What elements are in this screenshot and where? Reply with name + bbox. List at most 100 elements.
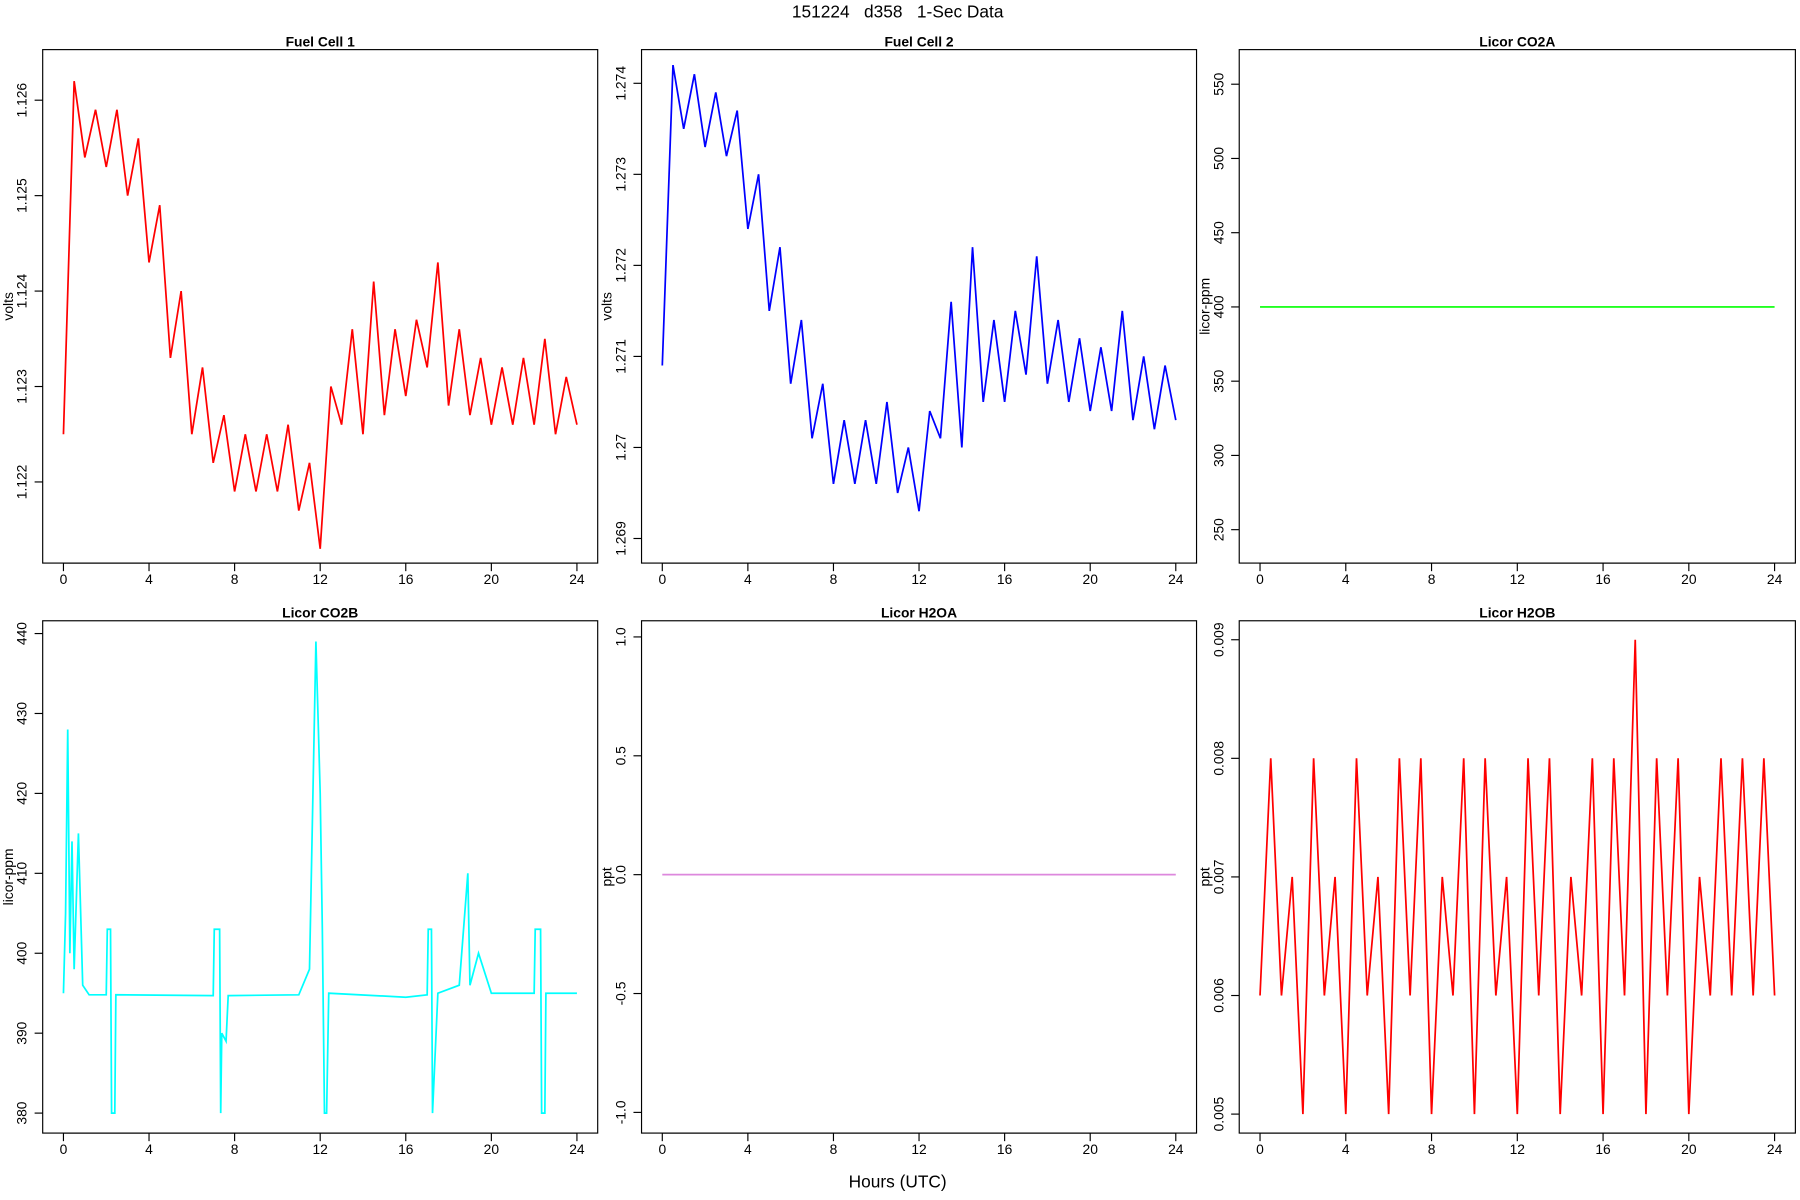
x-tick-label: 20	[484, 571, 500, 587]
x-tick-label: 20	[1681, 1141, 1697, 1157]
y-axis-label: ppt	[1196, 867, 1212, 886]
y-tick-label: 1.123	[14, 369, 30, 404]
data-line	[1259, 639, 1776, 1115]
y-tick-label: 1.126	[14, 83, 30, 118]
x-tick-label: 12	[312, 571, 327, 587]
x-tick-label: 0	[60, 1141, 68, 1157]
chart-title: Fuel Cell 2	[884, 33, 953, 49]
x-tick-label: 8	[1428, 571, 1436, 587]
x-tick-label: 24	[1767, 571, 1783, 587]
x-tick-label: 20	[1681, 571, 1697, 587]
y-tick-label: 410	[14, 861, 30, 884]
y-tick-label: 400	[1210, 295, 1226, 318]
x-tick-label: 8	[1428, 1141, 1436, 1157]
plot-frame	[42, 620, 599, 1134]
y-tick-label: 0.006	[1210, 978, 1226, 1013]
y-tick-label: 390	[14, 1021, 30, 1044]
y-tick-label: 500	[1210, 147, 1226, 170]
y-tick-label: 430	[14, 702, 30, 725]
y-tick-label: 1.0	[613, 627, 629, 647]
x-tick-label: 0	[1256, 571, 1264, 587]
data-line	[62, 641, 577, 1114]
x-tick-label: 20	[1083, 1141, 1099, 1157]
x-tick-label: 16	[1595, 1141, 1611, 1157]
x-tick-label: 4	[1342, 1141, 1350, 1157]
plot-frame	[42, 49, 599, 564]
x-tick-label: 12	[1510, 571, 1525, 587]
y-tick-label: 1.27	[613, 434, 629, 461]
x-tick-label: 0	[1256, 1141, 1264, 1157]
plot-frame	[1238, 620, 1796, 1134]
chart-title: Licor H2OB	[1479, 605, 1555, 621]
y-tick-label: 350	[1210, 369, 1226, 392]
x-tick-label: 4	[744, 571, 752, 587]
y-tick-label: -0.5	[613, 981, 629, 1005]
x-tick-label: 0	[60, 571, 68, 587]
x-tick-label: 8	[830, 1141, 838, 1157]
chart-title: Licor H2OA	[881, 605, 957, 621]
y-tick-label: 1.272	[613, 248, 629, 283]
y-tick-label: 0.009	[1210, 622, 1226, 657]
x-tick-label: 8	[231, 571, 239, 587]
y-tick-label: 1.122	[14, 465, 30, 500]
x-tick-label: 24	[1168, 1141, 1184, 1157]
x-tick-label: 8	[830, 571, 838, 587]
y-tick-label: 1.274	[613, 66, 629, 101]
x-tick-label: 12	[911, 571, 926, 587]
y-tick-label: 0.5	[613, 746, 629, 766]
y-tick-label: 440	[14, 622, 30, 645]
x-tick-label: 24	[569, 1141, 585, 1157]
y-tick-label: -1.0	[613, 1100, 629, 1124]
y-tick-label: 0.005	[1210, 1096, 1226, 1131]
y-tick-label: 1.125	[14, 178, 30, 213]
x-tick-label: 16	[997, 1141, 1013, 1157]
x-tick-label: 4	[145, 571, 153, 587]
x-tick-label: 0	[658, 571, 666, 587]
x-tick-label: 16	[997, 571, 1013, 587]
y-tick-label: 450	[1210, 221, 1226, 244]
data-line	[661, 64, 1177, 512]
plot-frame	[640, 620, 1198, 1134]
chart-title: Licor CO2A	[1479, 33, 1555, 49]
y-tick-label: 0.007	[1210, 860, 1226, 895]
x-tick-label: 16	[398, 1141, 414, 1157]
y-axis-label: ppt	[599, 867, 615, 886]
x-tick-label: 4	[145, 1141, 153, 1157]
x-tick-label: 24	[1767, 1141, 1783, 1157]
y-tick-label: 380	[14, 1101, 30, 1124]
y-axis-label: licor-ppm	[0, 848, 16, 905]
data-line	[62, 80, 578, 549]
plot-frame	[640, 49, 1198, 564]
x-tick-label: 24	[569, 571, 585, 587]
y-axis-label: volts	[0, 292, 16, 321]
x-tick-label: 4	[1342, 571, 1350, 587]
x-tick-label: 24	[1168, 571, 1184, 587]
x-tick-label: 20	[1083, 571, 1099, 587]
y-tick-label: 1.273	[613, 157, 629, 192]
y-tick-label: 1.271	[613, 339, 629, 374]
y-axis-label: licor-ppm	[1196, 278, 1212, 335]
y-tick-label: 0.0	[613, 865, 629, 885]
x-tick-label: 20	[484, 1141, 500, 1157]
y-tick-label: 300	[1210, 444, 1226, 467]
x-tick-label: 12	[911, 1141, 926, 1157]
x-tick-label: 0	[658, 1141, 666, 1157]
x-tick-label: 8	[231, 1141, 239, 1157]
x-tick-label: 12	[312, 1141, 327, 1157]
x-tick-label: 16	[398, 571, 414, 587]
y-tick-label: 1.124	[14, 273, 30, 308]
y-tick-label: 400	[14, 941, 30, 964]
y-tick-label: 250	[1210, 518, 1226, 541]
x-tick-label: 12	[1510, 1141, 1525, 1157]
x-tick-label: 16	[1595, 571, 1611, 587]
x-axis-label: Hours (UTC)	[849, 1171, 947, 1191]
y-tick-label: 550	[1210, 72, 1226, 95]
y-tick-label: 0.008	[1210, 741, 1226, 776]
chart-title: Licor CO2B	[282, 605, 358, 621]
page-title: 151224 d358 1-Sec Data	[792, 1, 1004, 21]
y-tick-label: 420	[14, 782, 30, 805]
x-tick-label: 4	[744, 1141, 752, 1157]
chart-title: Fuel Cell 1	[286, 33, 355, 49]
